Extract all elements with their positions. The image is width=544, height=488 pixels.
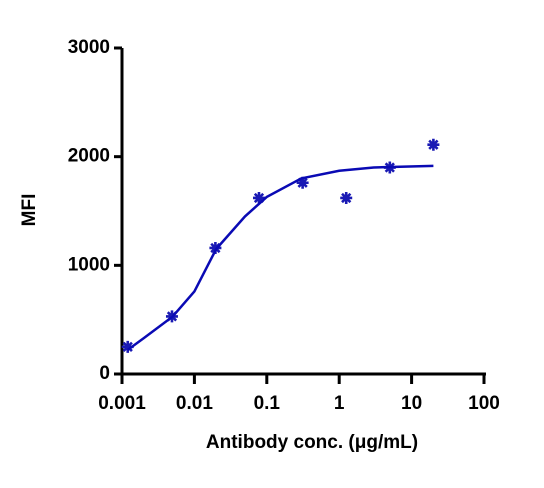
- x-tick-label: 100: [468, 393, 500, 414]
- y-tick-label: 3000: [68, 37, 110, 58]
- data-point: [121, 340, 134, 353]
- y-axis-label: MFI: [19, 194, 40, 227]
- x-tick-label: 0.1: [254, 393, 281, 414]
- y-tick-label: 2000: [68, 146, 110, 167]
- x-tick-label: 1: [334, 393, 345, 414]
- data-point: [252, 191, 265, 204]
- data-point: [340, 191, 353, 204]
- y-tick-label: 1000: [68, 254, 110, 275]
- x-tick-label: 0.01: [176, 393, 213, 414]
- x-axis-label: Antibody conc. (μg/mL): [206, 432, 418, 453]
- y-tick-label: 0: [99, 363, 110, 384]
- x-tick-label: 10: [401, 393, 422, 414]
- x-tick-label: 0.001: [98, 393, 146, 414]
- data-point: [209, 241, 222, 254]
- data-point: [296, 176, 309, 189]
- data-point: [427, 138, 440, 151]
- fit-curve: [126, 164, 434, 351]
